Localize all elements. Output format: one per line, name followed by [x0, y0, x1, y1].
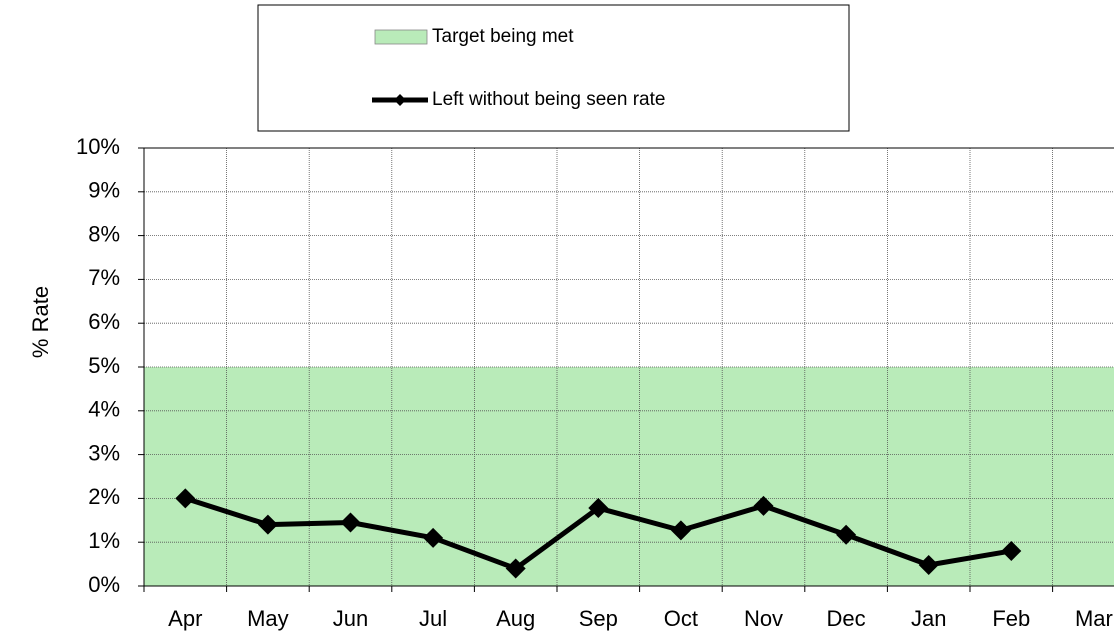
- legend-label: Left without being seen rate: [432, 89, 665, 110]
- y-axis-label: % Rate: [28, 286, 53, 358]
- marker: [1001, 540, 1022, 561]
- legend-swatch: [374, 29, 428, 45]
- x-tick-label: May: [247, 606, 289, 631]
- marker: [588, 498, 609, 519]
- target-band: [144, 367, 1114, 586]
- x-tick-label: Nov: [744, 606, 783, 631]
- x-tick-label: Apr: [168, 606, 202, 631]
- y-tick-label: 2%: [88, 484, 120, 509]
- y-tick-label: 7%: [88, 265, 120, 290]
- x-tick-label: Jan: [911, 606, 946, 631]
- x-tick-label: Jun: [333, 606, 368, 631]
- x-tick-label: Mar: [1075, 606, 1113, 631]
- marker: [670, 520, 691, 541]
- marker: [918, 554, 939, 575]
- y-tick-label: 6%: [88, 309, 120, 334]
- y-tick-label: 9%: [88, 178, 120, 203]
- y-tick-label: 3%: [88, 440, 120, 465]
- y-tick-label: 8%: [88, 221, 120, 246]
- y-tick-label: 4%: [88, 397, 120, 422]
- x-tick-label: Sep: [579, 606, 618, 631]
- legend-label: Target being met: [432, 26, 574, 47]
- x-tick-label: Oct: [664, 606, 698, 631]
- marker: [505, 558, 526, 579]
- marker: [753, 495, 774, 516]
- x-tick-label: Dec: [827, 606, 866, 631]
- y-tick-label: 0%: [88, 572, 120, 597]
- x-tick-label: Jul: [419, 606, 447, 631]
- legend-marker: [394, 94, 406, 106]
- y-tick-label: 1%: [88, 528, 120, 553]
- y-tick-label: 5%: [88, 353, 120, 378]
- marker: [175, 488, 196, 509]
- marker: [423, 527, 444, 548]
- marker: [340, 512, 361, 533]
- marker: [836, 524, 857, 545]
- marker: [257, 514, 278, 535]
- x-tick-label: Feb: [992, 606, 1030, 631]
- legend-box: [257, 4, 850, 132]
- y-tick-label: 10%: [76, 134, 120, 159]
- x-tick-label: Aug: [496, 606, 535, 631]
